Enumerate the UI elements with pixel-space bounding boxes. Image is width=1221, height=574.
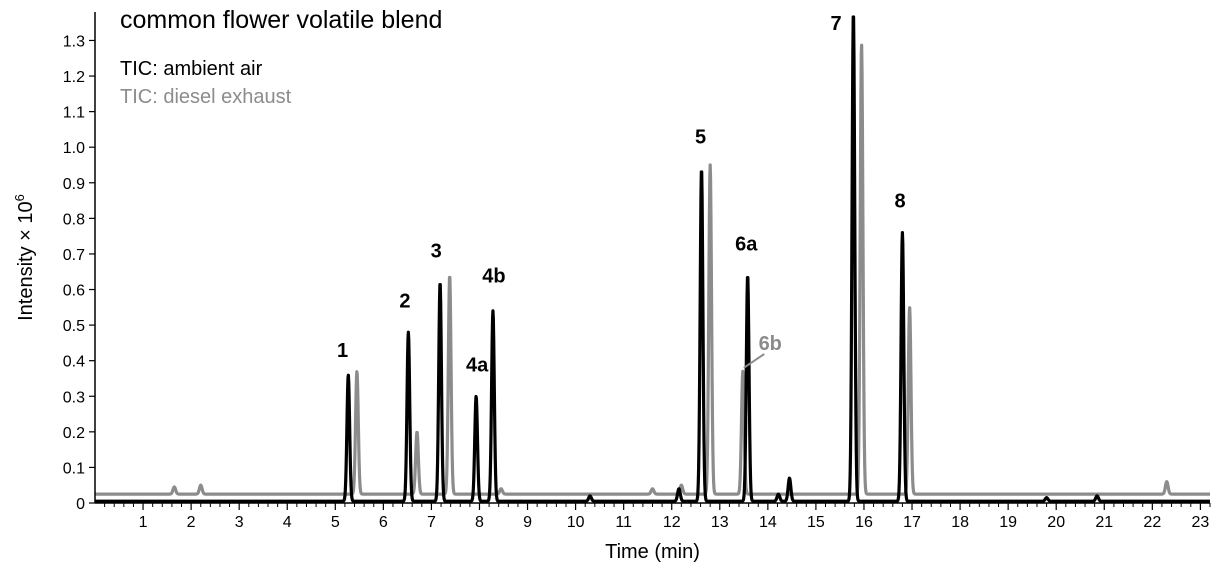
y-tick-label: 1.1 [63, 105, 85, 122]
chart-title: common flower volatile blend [120, 6, 443, 34]
y-tick-label: 0.5 [63, 318, 85, 335]
x-tick-label: 11 [615, 514, 632, 531]
peak-label-5: 5 [695, 127, 706, 149]
series-line-1 [93, 43, 1212, 496]
peak-6b-leader-line [743, 353, 765, 369]
x-tick-label: 10 [567, 514, 585, 531]
x-tick-label: 9 [523, 514, 532, 531]
x-tick-label: 1 [139, 514, 148, 531]
y-tick-label: 1.3 [63, 33, 85, 50]
x-tick-label: 3 [235, 514, 244, 531]
legend-ambient-air: TIC: ambient air [120, 58, 263, 80]
peak-label-3: 3 [431, 241, 442, 263]
peak-label-1: 1 [337, 340, 348, 362]
x-axis-label: Time (min) [605, 541, 700, 563]
y-tick-label: 0 [76, 496, 85, 513]
x-tick-label: 4 [283, 514, 292, 531]
y-tick-label: 1.2 [63, 69, 85, 86]
peak-label-6b: 6b [759, 333, 782, 355]
y-tick-label: 0.9 [63, 176, 85, 193]
x-tick-label: 5 [331, 514, 340, 531]
x-tick-label: 13 [711, 514, 729, 531]
x-tick-label: 22 [1143, 514, 1161, 531]
x-tick-label: 12 [663, 514, 681, 531]
y-tick-label: 0.2 [63, 425, 85, 442]
peak-label-8: 8 [894, 191, 905, 213]
x-tick-label: 6 [379, 514, 388, 531]
x-tick-label: 19 [999, 514, 1017, 531]
peak-label-6a: 6a [735, 233, 758, 255]
peak-label-2: 2 [399, 290, 410, 312]
x-tick-label: 7 [427, 514, 436, 531]
y-axis-label: Intensity × 106 [12, 194, 37, 321]
peak-label-7: 7 [831, 13, 842, 35]
x-tick-label: 18 [951, 514, 969, 531]
y-tick-label: 0.6 [63, 283, 85, 300]
x-tick-label: 17 [903, 514, 921, 531]
y-tick-label: 0.1 [63, 460, 85, 477]
x-tick-label: 16 [855, 514, 873, 531]
peak-label-4a: 4a [466, 354, 489, 376]
series-line-0 [93, 15, 1212, 503]
y-tick-label: 1.0 [63, 140, 85, 157]
x-tick-label: 21 [1095, 514, 1113, 531]
x-tick-label: 23 [1191, 514, 1209, 531]
y-tick-label: 0.8 [63, 211, 85, 228]
y-tick-label: 0.3 [63, 389, 85, 406]
legend-diesel-exhaust: TIC: diesel exhaust [120, 86, 292, 108]
x-tick-label: 14 [759, 514, 777, 531]
peak-label-4b: 4b [482, 265, 505, 287]
x-tick-label: 2 [187, 514, 196, 531]
x-tick-label: 20 [1047, 514, 1065, 531]
y-tick-label: 0.4 [63, 354, 85, 371]
x-tick-label: 8 [475, 514, 484, 531]
x-tick-label: 15 [807, 514, 825, 531]
y-tick-label: 0.7 [63, 247, 85, 264]
